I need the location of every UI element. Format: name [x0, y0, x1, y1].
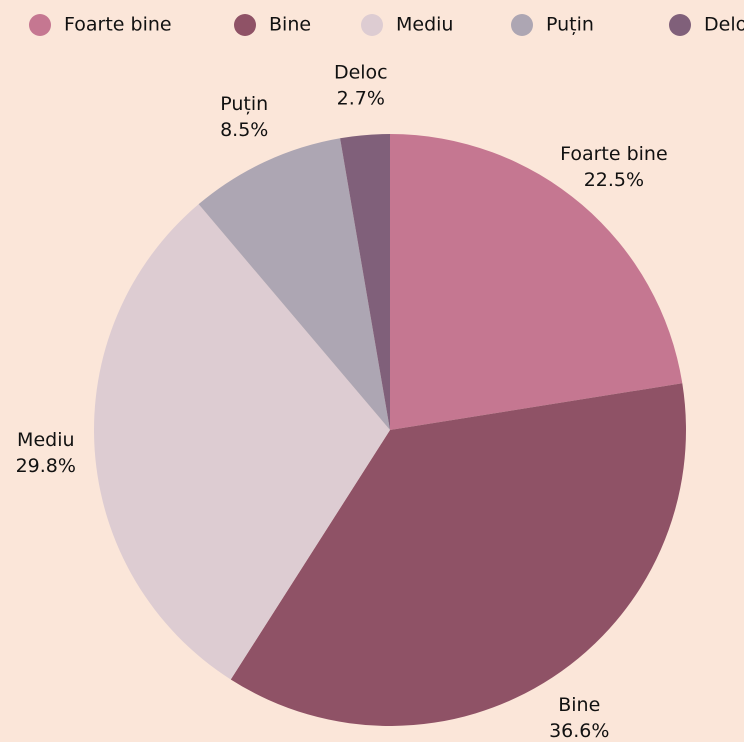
slice-value: 36.6%	[549, 720, 609, 742]
pie-slice	[390, 134, 683, 430]
legend-label: Foarte bine	[64, 14, 172, 36]
slice-label: Deloc	[334, 62, 388, 84]
legend-swatch	[669, 14, 691, 36]
slice-label: Foarte bine	[560, 143, 668, 165]
slice-value: 22.5%	[584, 169, 644, 191]
pie-slice	[230, 383, 686, 727]
slice-value: 29.8%	[16, 455, 76, 477]
slice-value: 8.5%	[220, 119, 268, 141]
legend-label: Mediu	[396, 14, 453, 36]
legend-swatch	[234, 14, 256, 36]
legend-label: Puțin	[546, 14, 594, 36]
slice-value: 2.7%	[337, 88, 385, 110]
slice-label: Puțin	[220, 93, 268, 115]
legend-label: Deloc	[704, 14, 744, 36]
pie-slice	[198, 138, 390, 431]
slice-label: Mediu	[17, 429, 74, 451]
pie-slice	[340, 134, 390, 430]
legend-swatch	[361, 14, 383, 36]
legend-swatch	[511, 14, 533, 36]
slice-label: Bine	[558, 694, 600, 716]
legend-label: Bine	[269, 14, 311, 36]
legend-swatch	[29, 14, 51, 36]
pie-slice	[93, 204, 390, 680]
